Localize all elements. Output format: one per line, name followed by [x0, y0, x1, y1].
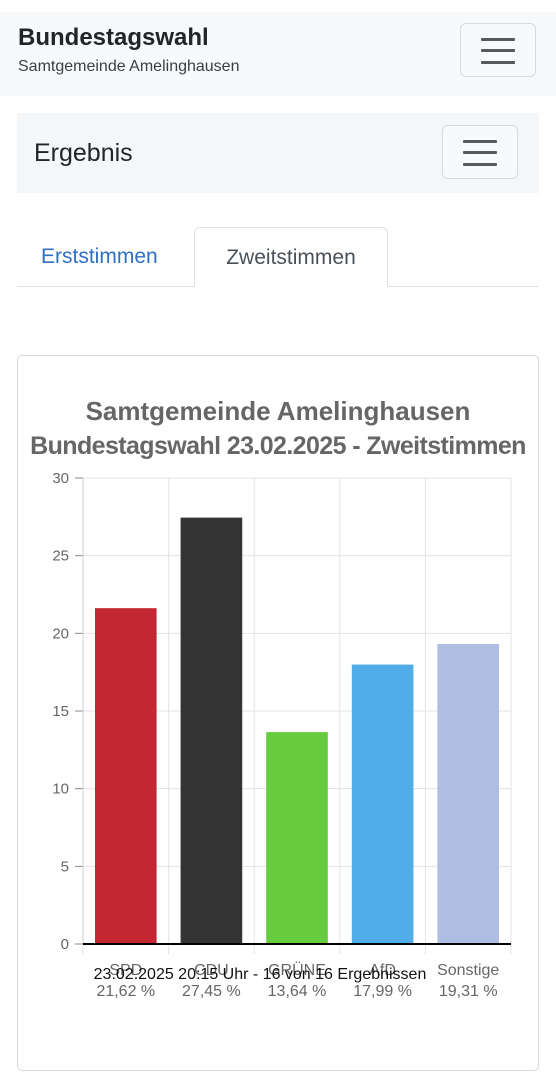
results-menu-toggle-button[interactable]: [442, 125, 518, 179]
bar-afd: [351, 664, 414, 944]
main-menu-toggle-button[interactable]: [460, 23, 536, 77]
results-navbar: Ergebnis: [17, 113, 539, 193]
top-navbar: Bundestagswahl Samtgemeinde Amelinghause…: [0, 12, 556, 96]
y-tick-label: 25: [52, 548, 69, 565]
results-title: Ergebnis: [34, 139, 133, 167]
app-title[interactable]: Bundestagswahl: [18, 24, 209, 51]
y-tick-label: 10: [52, 781, 69, 798]
y-tick-label: 15: [52, 703, 69, 720]
app-subtitle: Samtgemeinde Amelinghausen: [18, 58, 240, 75]
bar-value-label: 21,62 %: [96, 983, 155, 1000]
bar-value-label: 17,99 %: [353, 983, 412, 1000]
bar-value-label: 13,64 %: [268, 983, 327, 1000]
y-tick-label: 30: [52, 470, 69, 487]
bar-value-label: 19,31 %: [439, 983, 498, 1000]
tab-erststimmen[interactable]: Erststimmen: [41, 245, 158, 268]
x-category-label: CDU: [194, 962, 229, 979]
bar-value-label: 27,45 %: [182, 983, 241, 1000]
bar-sonstige: [437, 644, 500, 944]
bar-cdu: [180, 517, 243, 944]
hamburger-icon: [481, 38, 515, 41]
bar-spd: [94, 608, 157, 944]
results-status-note: 23.02.2025 20:15 Uhr - 16 von 16 Ergebni…: [93, 966, 427, 983]
chart-subtitle: Bundestagswahl 23.02.2025 - Zweitstimmen: [30, 432, 526, 460]
y-tick-label: 20: [52, 625, 69, 642]
x-category-label: GRÜNE: [268, 961, 326, 979]
vote-tabs: Erststimmen Zweitstimmen: [17, 227, 539, 287]
x-category-label: AfD: [369, 962, 396, 979]
y-tick-label: 0: [61, 936, 69, 953]
y-tick-label: 5: [61, 858, 69, 875]
chart-card: Samtgemeinde Amelinghausen Bundestagswah…: [17, 355, 539, 1071]
x-category-label: SPD: [109, 962, 142, 979]
x-category-label: Sonstige: [437, 962, 499, 979]
bar-grüne: [266, 732, 328, 944]
tab-zweitstimmen[interactable]: Zweitstimmen: [194, 227, 388, 287]
chart-title: Samtgemeinde Amelinghausen: [85, 396, 471, 426]
bar-chart: 0 5 10 15 20 25 30 SPD 21,62 % CDU 27,45 % GRÜNE 13,…: [52, 470, 512, 1000]
hamburger-icon: [463, 140, 497, 143]
